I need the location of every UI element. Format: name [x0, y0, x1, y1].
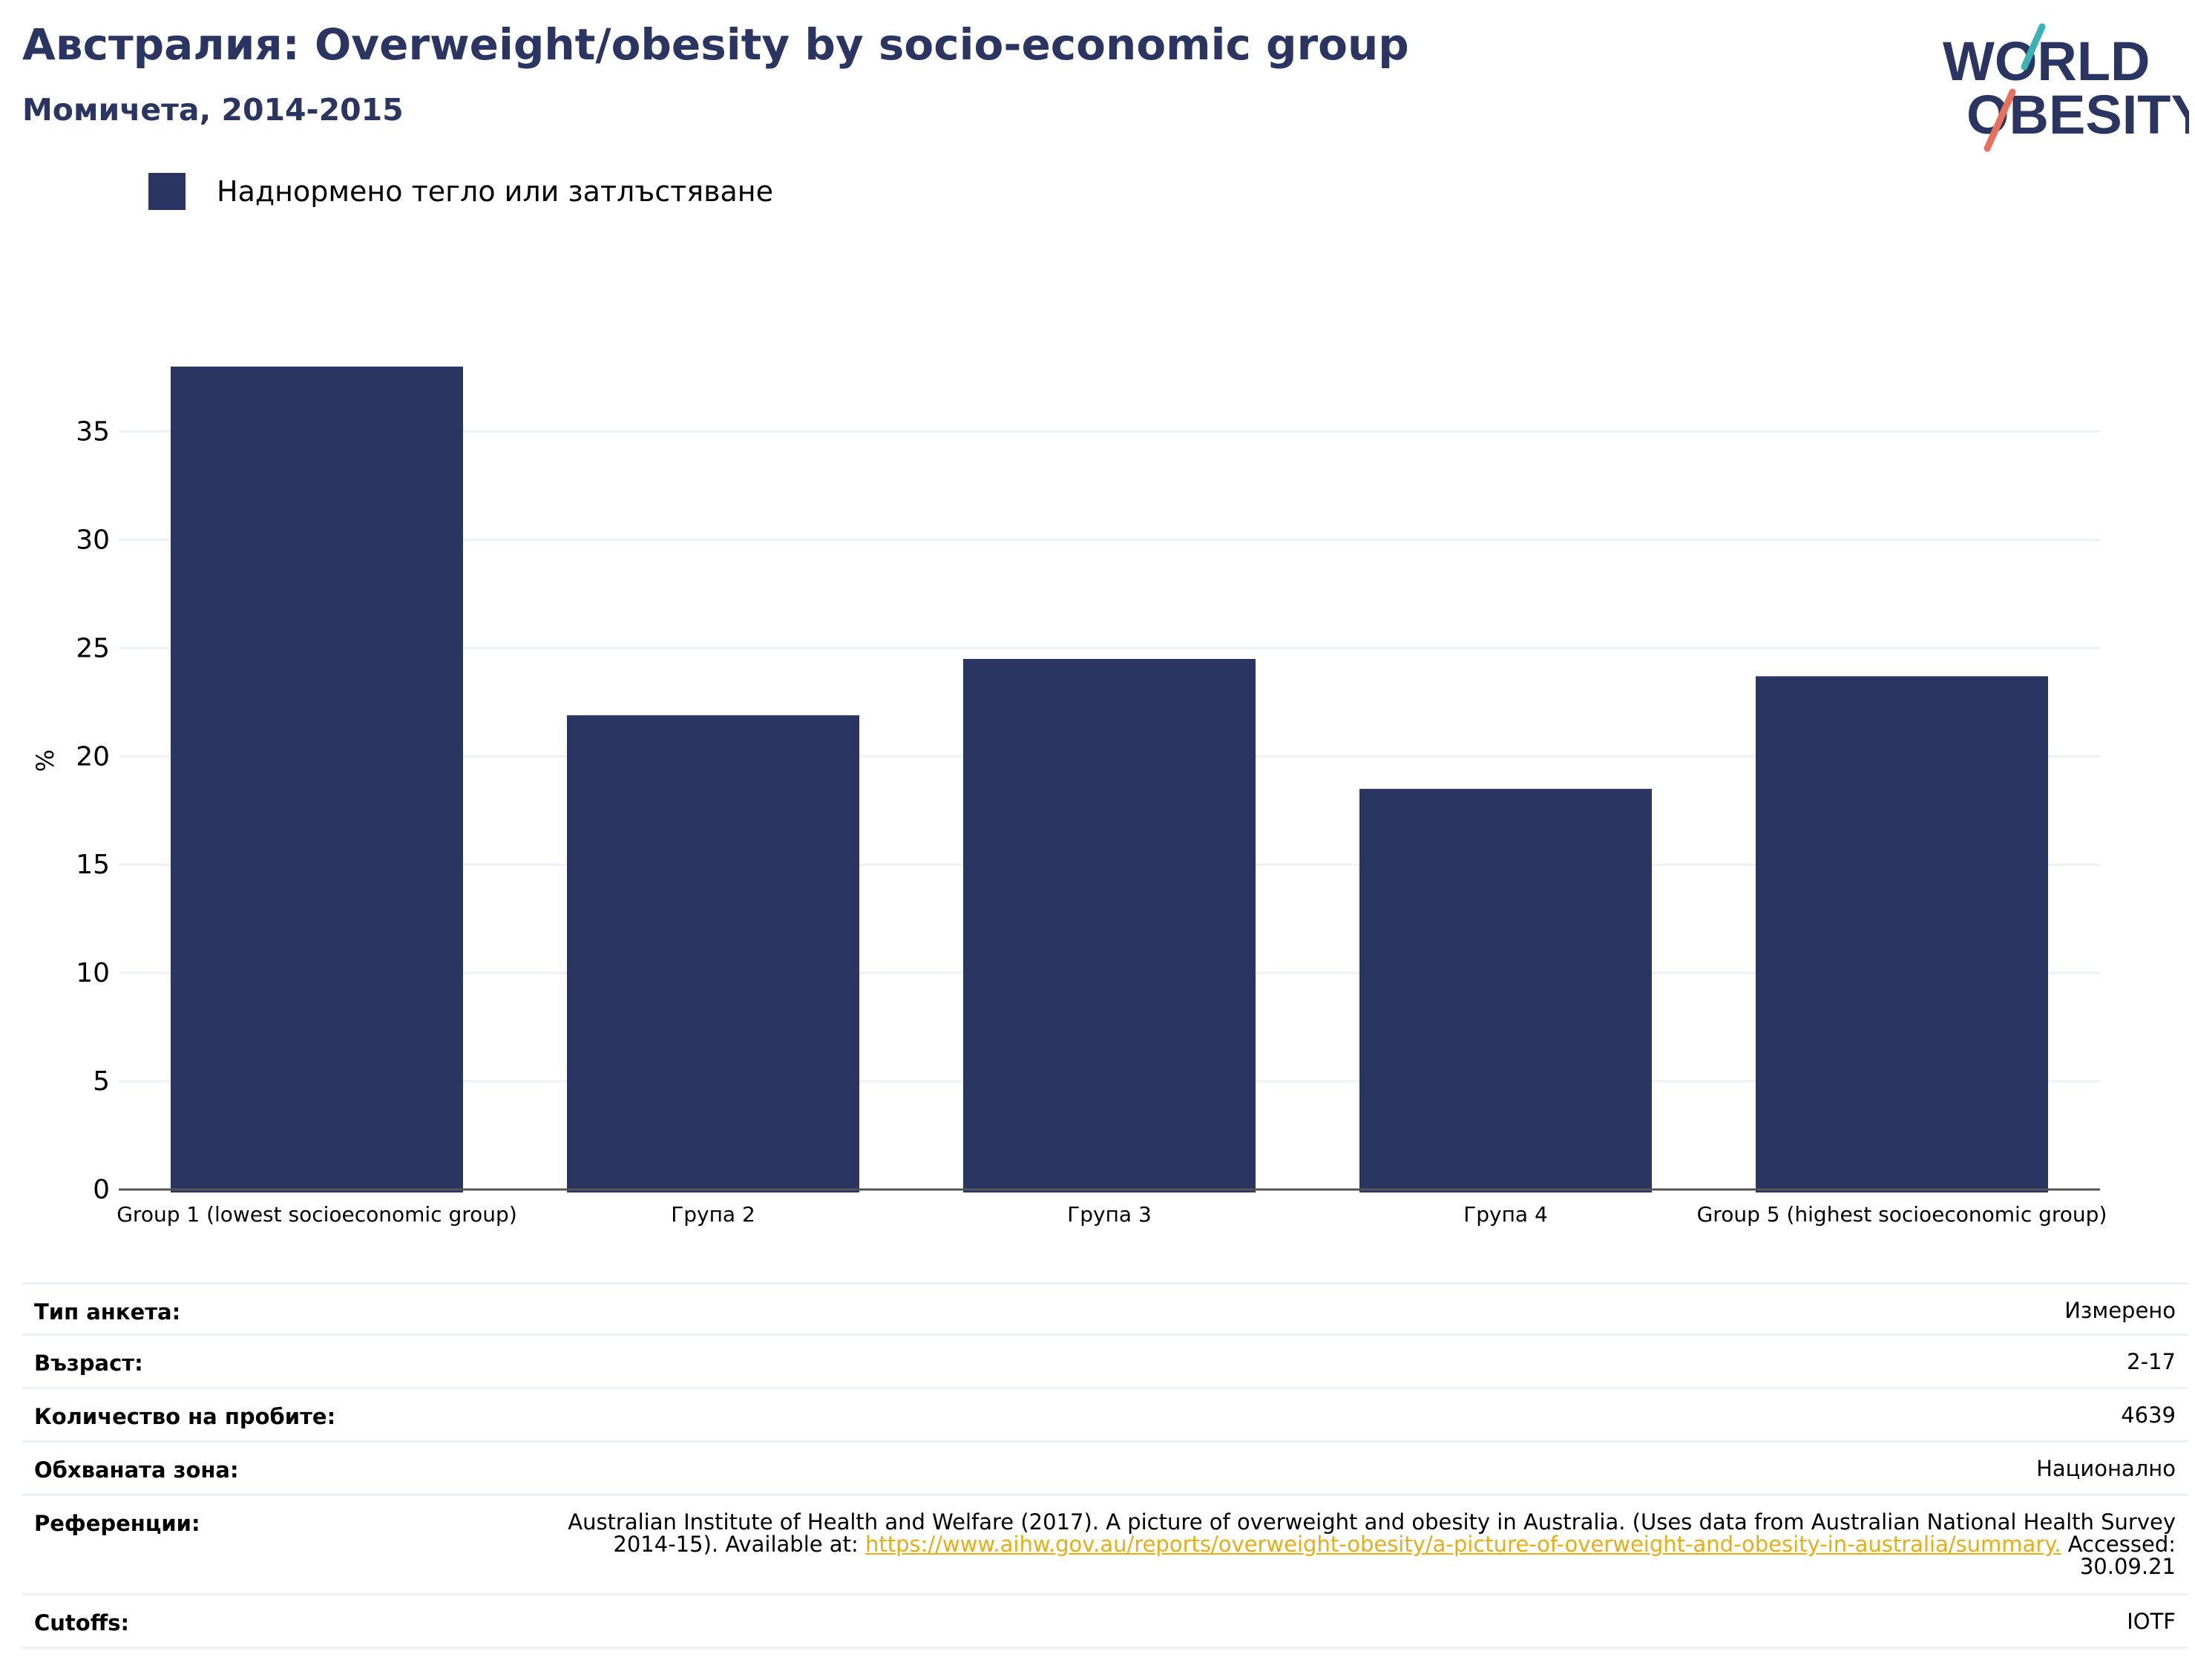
y-tick-label: 20 [76, 741, 110, 772]
legend-label: Наднормено тегло или затлъстяване [217, 175, 773, 208]
y-tick-label: 25 [76, 633, 110, 663]
references-value: Australian Institute of Health and Welfa… [558, 1511, 2176, 1578]
references-link[interactable]: https://www.aihw.gov.au/reports/overweig… [864, 1532, 2061, 1557]
logo-slash-teal [2021, 23, 2046, 70]
age-value: 2-17 [2127, 1349, 2176, 1374]
legend-swatch [148, 173, 186, 210]
x-tick-label: Group 1 (lowest socioeconomic group) [117, 1202, 517, 1227]
bar-chart: 0 5 10 15 20 25 30 35 Group 1 (lowest socioecono… [31, 367, 2107, 1227]
info-row-references: Референции: Australian Institute of Heal… [22, 1496, 2188, 1595]
y-tick-label: 10 [76, 958, 110, 988]
survey-type-value: Измерено [2064, 1298, 2176, 1323]
sample-size-value: 4639 [2121, 1402, 2176, 1428]
chart-subtitle: Момичета, 2014-2015 [22, 92, 404, 128]
legend: Наднормено тегло или затлъстяване [148, 172, 773, 211]
bar-layer [171, 367, 2048, 1192]
x-tick-label: Group 5 (highest socioeconomic group) [1697, 1202, 2107, 1227]
x-tick-label: Група 3 [1067, 1202, 1152, 1227]
y-tick-label: 5 [93, 1066, 110, 1097]
x-tick-label: Група 4 [1463, 1202, 1548, 1227]
sample-size-label: Количество на пробите: [34, 1404, 336, 1429]
y-axis-label: % [31, 749, 59, 772]
cutoffs-value: IOTF [2127, 1609, 2176, 1634]
axis-layer: 0 5 10 15 20 25 30 35 Group 1 (lowest socioecono… [76, 417, 2107, 1227]
logo-line1: WORLD [1943, 30, 2150, 92]
info-row-sample-size: Количество на пробите: 4639 [22, 1389, 2188, 1443]
area-value: Национално [2036, 1456, 2176, 1481]
bar [1359, 789, 1652, 1192]
survey-type-label: Тип анкета: [34, 1299, 181, 1325]
references-label: Референции: [34, 1511, 200, 1536]
info-row-cutoffs: Cutoffs: IOTF [22, 1595, 2188, 1649]
world-obesity-logo: WORLD OBESITY [1943, 23, 2189, 152]
age-label: Възраст: [34, 1351, 143, 1376]
bar [567, 715, 859, 1192]
y-tick-label: 35 [76, 417, 110, 447]
bar [963, 658, 1256, 1192]
y-tick-label: 0 [93, 1175, 110, 1205]
info-row-area: Обхваната зона: Национално [22, 1443, 2188, 1496]
area-label: Обхваната зона: [34, 1457, 239, 1483]
bar [171, 367, 463, 1192]
y-tick-label: 30 [76, 525, 110, 555]
references-accessed: Accessed: 30.09.21 [2061, 1532, 2176, 1579]
bar [1756, 676, 2048, 1192]
y-tick-label: 15 [76, 850, 110, 880]
references-text: Australian Institute of Health and Welfa… [568, 1509, 2176, 1557]
survey-info-table: Тип анкета: Измерено Възраст: 2-17 Колич… [22, 1282, 2188, 1649]
logo-slash-coral [1984, 88, 2016, 152]
info-row-age: Възраст: 2-17 [22, 1336, 2188, 1389]
chart-title: Австралия: Overweight/obesity by socio-e… [22, 19, 1409, 70]
info-row-survey-type: Тип анкета: Измерено [22, 1282, 2188, 1336]
x-tick-label: Група 2 [671, 1202, 755, 1227]
cutoffs-label: Cutoffs: [34, 1610, 130, 1635]
